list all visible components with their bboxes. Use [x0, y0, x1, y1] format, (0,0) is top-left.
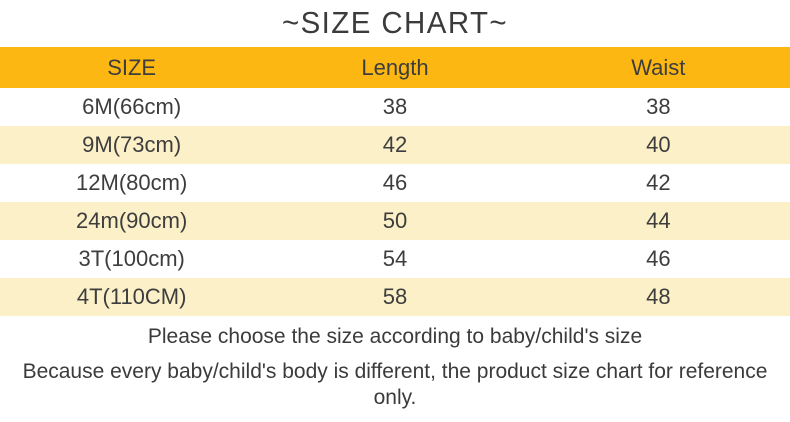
size-table-body: 6M(66cm) 38 38 9M(73cm) 42 40 12M(80cm) …: [0, 88, 790, 316]
size-cell: 6M(66cm): [0, 88, 264, 126]
column-header-size: SIZE: [0, 47, 264, 88]
length-cell: 46: [263, 164, 527, 202]
length-cell: 42: [263, 126, 527, 164]
column-header-length: Length: [263, 47, 527, 88]
table-row: 24m(90cm) 50 44: [0, 202, 790, 240]
size-table-header: SIZE Length Waist: [0, 47, 790, 88]
length-cell: 50: [263, 202, 527, 240]
table-row: 12M(80cm) 46 42: [0, 164, 790, 202]
length-cell: 38: [263, 88, 527, 126]
size-table: SIZE Length Waist 6M(66cm) 38 38 9M(73cm…: [0, 47, 790, 316]
note-choose-size: Please choose the size according to baby…: [147, 325, 643, 348]
note-reference-only: Because every baby/child's body is diffe…: [22, 360, 768, 409]
table-header-row: SIZE Length Waist: [0, 47, 790, 88]
size-cell: 24m(90cm): [0, 202, 264, 240]
table-row: 6M(66cm) 38 38: [0, 88, 790, 126]
size-cell: 12M(80cm): [0, 164, 264, 202]
waist-cell: 40: [526, 126, 790, 164]
notes-section: Please choose the size according to baby…: [0, 324, 790, 422]
length-cell: 54: [263, 240, 527, 278]
waist-cell: 48: [526, 278, 790, 316]
size-cell: 9M(73cm): [0, 126, 264, 164]
waist-cell: 38: [526, 88, 790, 126]
size-cell: 3T(100cm): [0, 240, 264, 278]
size-cell: 4T(110CM): [0, 278, 264, 316]
table-row: 9M(73cm) 42 40: [0, 126, 790, 164]
table-row: 4T(110CM) 58 48: [0, 278, 790, 316]
waist-cell: 44: [526, 202, 790, 240]
waist-cell: 46: [526, 240, 790, 278]
table-row: 3T(100cm) 54 46: [0, 240, 790, 278]
length-cell: 58: [263, 278, 527, 316]
waist-cell: 42: [526, 164, 790, 202]
page-title: ~SIZE CHART~: [281, 5, 509, 40]
column-header-waist: Waist: [526, 47, 790, 88]
